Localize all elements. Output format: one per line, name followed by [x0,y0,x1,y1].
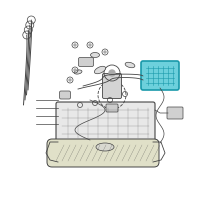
Ellipse shape [125,62,135,68]
Circle shape [109,70,115,76]
Ellipse shape [94,66,106,74]
FancyBboxPatch shape [167,107,183,119]
Circle shape [74,69,76,71]
FancyBboxPatch shape [141,61,179,90]
Circle shape [69,79,71,81]
FancyBboxPatch shape [106,104,118,112]
Ellipse shape [90,52,100,58]
FancyBboxPatch shape [60,91,70,99]
Circle shape [89,44,91,46]
Ellipse shape [96,143,114,151]
FancyBboxPatch shape [56,102,155,144]
Circle shape [74,44,76,46]
Ellipse shape [74,70,82,74]
FancyBboxPatch shape [47,139,159,167]
Circle shape [104,51,106,53]
FancyBboxPatch shape [78,58,94,66]
FancyBboxPatch shape [102,73,122,98]
